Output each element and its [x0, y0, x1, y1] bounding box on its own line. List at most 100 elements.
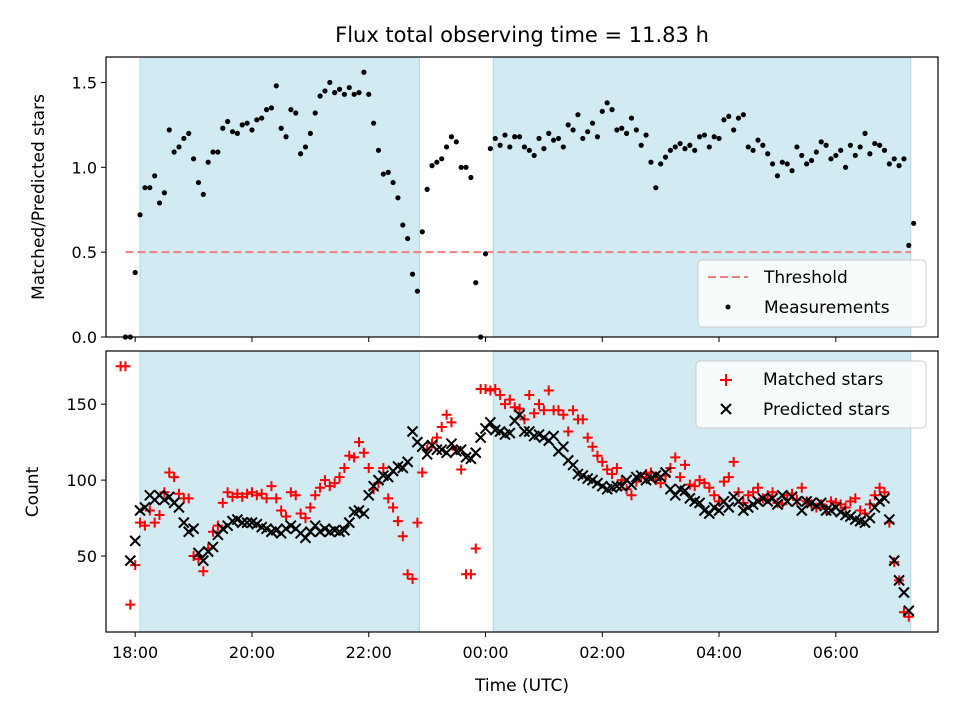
matched-star-point [261, 493, 272, 504]
measurement-point [760, 142, 766, 148]
measurement-point [147, 185, 153, 191]
measurement-point [575, 112, 581, 118]
predicted-star-point [363, 489, 375, 502]
y-tick-label: 1.0 [72, 158, 97, 177]
matched-star-point [295, 508, 306, 519]
measurement-point [366, 91, 372, 97]
predicted-star-point [878, 492, 891, 505]
measurement-point [735, 115, 742, 121]
shaded-interval [139, 350, 420, 633]
measurement-point [302, 144, 309, 150]
matched-star-point [222, 487, 233, 498]
matched-star-point [397, 531, 408, 542]
matched-star-point [290, 490, 301, 501]
predicted-star-point [139, 501, 151, 514]
matched-star-point [611, 462, 622, 473]
measurement-point [205, 159, 211, 165]
measurement-point [322, 88, 328, 94]
matched-star-point [748, 487, 759, 498]
predicted-star-point [820, 504, 832, 517]
matched-star-point [169, 472, 180, 483]
measurement-point [774, 173, 781, 179]
measurement-point [171, 149, 177, 155]
matched-star-point [728, 456, 739, 467]
matched-star-point [480, 383, 491, 394]
predicted-star-point [421, 448, 433, 460]
top-legend-box [697, 259, 927, 328]
matched-star-point [441, 409, 452, 420]
matched-star-point [251, 490, 262, 501]
measurement-point [332, 90, 338, 96]
measurement-point [512, 134, 518, 140]
matched-star-point [767, 487, 778, 498]
y-tick-label: 50 [77, 547, 97, 566]
measurement-point [526, 147, 532, 153]
measurement-point [643, 132, 649, 138]
predicted-star-point [518, 425, 531, 438]
measurement-point [740, 112, 746, 118]
measurement-point [911, 220, 917, 226]
predicted-star-point [693, 497, 706, 509]
measurement-point [244, 120, 250, 126]
predicted-star-point [557, 440, 570, 453]
matched-star-point [582, 432, 593, 443]
measurement-point [692, 147, 698, 153]
y-tick-label: 1.5 [72, 73, 97, 92]
measurement-point [473, 280, 479, 286]
predicted-star-point [903, 605, 915, 617]
matched-star-point [709, 490, 720, 501]
measurement-point [701, 132, 708, 138]
measurement-point [857, 144, 863, 150]
matched-legend-label: Matched stars [763, 370, 883, 390]
measurement-point [453, 139, 459, 145]
matched-star-point [208, 526, 219, 537]
measurement-point [176, 144, 182, 150]
predicted-star-point [401, 456, 414, 468]
measurement-point [818, 139, 824, 145]
measurement-point [424, 186, 430, 192]
matched-star-point [568, 405, 579, 416]
measurement-point [706, 144, 712, 150]
measurement-point [507, 144, 513, 150]
matched-star-point [242, 488, 253, 499]
predicted-star-point [445, 437, 458, 450]
chart-title: Flux total observing time = 11.83 h [335, 23, 709, 47]
predicted-star-point [187, 523, 200, 535]
measurement-point [546, 130, 552, 136]
matched-star-point [626, 490, 637, 501]
bottom-legend-box [695, 360, 927, 429]
measurement-point [716, 135, 722, 142]
predicted-star-point [567, 459, 579, 471]
matched-star-point [271, 493, 282, 504]
matched-legend-swatch [720, 374, 732, 386]
measurement-point [229, 129, 236, 135]
measurement-point [400, 222, 406, 228]
matched-star-point [164, 467, 175, 478]
measurement-point [891, 156, 897, 162]
matched-star-point [879, 487, 890, 498]
y-tick-label: 0.0 [72, 328, 97, 347]
x-axis-label: Time (UTC) [474, 676, 569, 696]
measurement-point [624, 130, 630, 136]
predicted-star-point [513, 409, 526, 421]
matched-star-point [597, 456, 608, 467]
measurement-point [341, 91, 348, 97]
predicted-star-point [771, 498, 784, 511]
matched-star-point [358, 447, 369, 458]
matched-star-point [212, 520, 223, 531]
predicted-star-point [129, 535, 141, 547]
matched-star-point [490, 383, 501, 394]
measurement-point [609, 107, 615, 113]
matched-star-point [714, 496, 725, 507]
measurement-point [842, 164, 849, 170]
matched-star-point [718, 476, 729, 487]
matched-star-point [378, 462, 389, 473]
measurement-point [804, 161, 810, 167]
measurement-point [580, 135, 586, 142]
matched-star-point [602, 464, 613, 475]
measurement-point [711, 134, 717, 140]
measurement-point [872, 140, 878, 147]
matched-star-point [339, 462, 350, 473]
x-tick-label: 06:00 [813, 643, 859, 662]
matched-star-point [796, 482, 807, 493]
